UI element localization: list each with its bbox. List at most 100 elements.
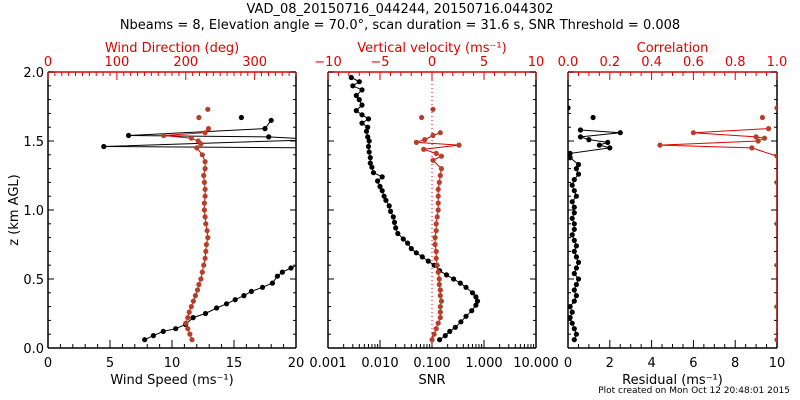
data-point <box>433 248 439 254</box>
data-point <box>348 74 354 81</box>
series-residual-isolated <box>568 105 596 121</box>
series-wind-speed <box>142 235 317 343</box>
series-line <box>103 120 296 149</box>
data-point <box>437 309 443 315</box>
data-point <box>437 337 443 343</box>
data-point <box>571 248 577 254</box>
data-point <box>308 249 313 254</box>
data-point <box>390 214 396 220</box>
data-point <box>474 298 481 304</box>
data-point <box>300 149 305 154</box>
data-point <box>590 114 596 121</box>
data-point <box>356 79 362 85</box>
x-tick-label: 4 <box>647 356 655 371</box>
data-point <box>577 127 584 133</box>
data-point <box>161 132 167 139</box>
data-point <box>160 328 166 334</box>
series-line <box>351 77 479 341</box>
data-point <box>452 324 458 330</box>
plot-timestamp: Plot created on Mon Oct 12 20:48:01 2015 <box>598 386 790 396</box>
data-point <box>774 105 777 111</box>
series-vertical-velocity <box>413 130 462 343</box>
data-point <box>248 288 254 294</box>
data-point <box>435 200 441 206</box>
y-tick-label: 2.0 <box>23 66 44 81</box>
data-point <box>596 142 603 148</box>
data-point <box>761 135 768 141</box>
data-point <box>388 208 394 214</box>
data-point <box>436 276 442 282</box>
data-point <box>204 228 210 234</box>
data-point <box>437 130 443 136</box>
data-point <box>456 142 462 148</box>
data-point <box>408 246 414 252</box>
data-point <box>569 320 575 326</box>
data-point <box>421 146 427 152</box>
data-point <box>391 219 398 225</box>
data-point <box>575 161 582 168</box>
data-point <box>359 120 365 126</box>
x-axis-label: Residual (ms⁻¹) <box>622 373 723 388</box>
data-point <box>766 126 772 132</box>
top-x-axis-label: Wind Direction (deg) <box>105 41 239 56</box>
data-point <box>202 255 208 261</box>
data-point <box>435 193 441 199</box>
series-wind-speed-isolated <box>238 114 244 121</box>
data-point <box>366 138 372 144</box>
data-point <box>690 130 697 136</box>
data-point <box>383 197 389 203</box>
data-point <box>573 254 580 260</box>
data-point <box>571 287 577 293</box>
data-point <box>196 281 202 288</box>
data-point <box>432 241 438 248</box>
data-point <box>126 132 132 139</box>
data-point <box>568 315 573 321</box>
data-point <box>203 221 209 227</box>
data-point <box>469 308 475 314</box>
data-point <box>571 210 577 216</box>
x-tick-label: 15 <box>226 356 243 371</box>
data-point <box>463 284 469 290</box>
data-point <box>202 130 208 136</box>
data-point <box>422 137 428 143</box>
data-point <box>437 172 443 179</box>
data-point <box>436 281 442 288</box>
x-tick-label: 10.000 <box>513 356 559 371</box>
series-wind-speed-upper <box>101 117 321 154</box>
data-point <box>192 293 198 299</box>
x-tick-label: 8 <box>731 356 739 371</box>
data-point <box>569 199 575 205</box>
data-point <box>365 116 372 122</box>
data-point <box>203 248 209 254</box>
y-tick-label: 0.5 <box>23 273 44 288</box>
data-point <box>202 310 209 317</box>
series-residual <box>568 127 623 343</box>
data-point <box>188 304 194 310</box>
series-correlation-isolated <box>759 105 777 121</box>
data-point <box>194 145 200 151</box>
data-point <box>657 142 663 148</box>
panel-snr <box>327 71 537 349</box>
x-tick-label: 10 <box>769 356 786 371</box>
data-point <box>575 259 582 265</box>
data-point <box>569 309 575 315</box>
top-x-tick-label: 100 <box>104 55 129 70</box>
data-point <box>569 215 575 221</box>
data-point <box>437 287 443 293</box>
top-x-tick-label: 0 <box>44 55 52 70</box>
data-point <box>312 235 317 240</box>
x-axis-label: SNR <box>418 373 445 388</box>
data-point <box>307 242 312 247</box>
data-point <box>350 83 356 89</box>
top-x-tick-label: 0.6 <box>683 55 704 70</box>
data-point <box>224 301 230 307</box>
data-point <box>433 150 439 156</box>
data-point <box>458 319 464 325</box>
x-tick-label: 0 <box>44 356 52 371</box>
data-point <box>202 186 208 192</box>
data-point <box>617 130 623 136</box>
data-point <box>316 137 321 142</box>
x-tick-label: 1.000 <box>465 356 502 371</box>
data-point <box>101 143 107 150</box>
